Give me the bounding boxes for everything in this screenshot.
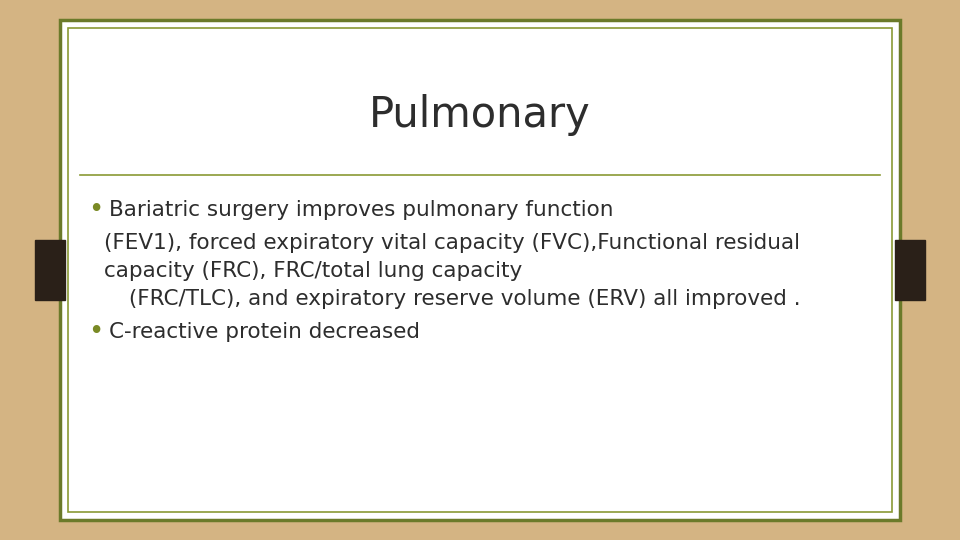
FancyBboxPatch shape [60,20,900,520]
Text: Pulmonary: Pulmonary [370,94,590,136]
Bar [895,240,925,300]
Text: (FRC/TLC), and expiratory reserve volume (ERV) all improved .: (FRC/TLC), and expiratory reserve volume… [122,289,801,309]
Text: Bariatric surgery improves pulmonary function: Bariatric surgery improves pulmonary fun… [109,200,613,220]
Text: C-reactive protein decreased: C-reactive protein decreased [109,322,420,342]
Text: •: • [88,197,104,223]
Text: (FEV1), forced expiratory vital capacity (FVC),Functional residual: (FEV1), forced expiratory vital capacity… [104,233,800,253]
Text: •: • [88,319,104,345]
Text: capacity (FRC), FRC/total lung capacity: capacity (FRC), FRC/total lung capacity [104,261,522,281]
Bar [35,240,65,300]
